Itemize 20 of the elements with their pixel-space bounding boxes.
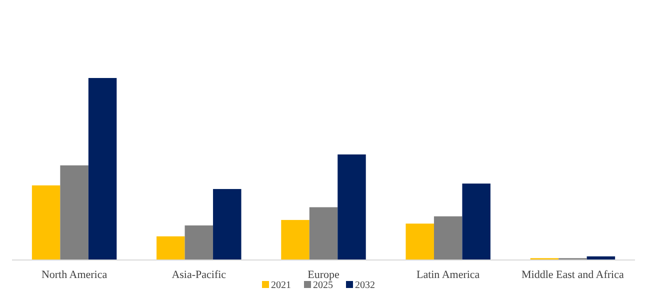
- bar: [281, 220, 310, 260]
- bar: [462, 184, 490, 260]
- x-tick-label: Europe: [308, 269, 340, 281]
- legend-label: 2021: [271, 280, 291, 291]
- bar: [213, 189, 242, 260]
- bar: [32, 185, 60, 260]
- bar: [338, 154, 366, 260]
- legend-label: 2032: [355, 280, 375, 291]
- x-tick-label: Middle East and Africa: [522, 269, 624, 281]
- bar: [434, 216, 462, 260]
- legend-label: 2025: [313, 280, 333, 291]
- bar: [406, 224, 434, 260]
- bar: [60, 165, 88, 260]
- bar: [309, 207, 338, 260]
- bar: [88, 78, 117, 260]
- x-tick-label: Asia-Pacific: [172, 269, 226, 281]
- x-tick-label: North America: [41, 269, 108, 281]
- x-tick-label: Latin America: [416, 269, 480, 281]
- bar: [184, 225, 214, 260]
- bar: [156, 236, 185, 260]
